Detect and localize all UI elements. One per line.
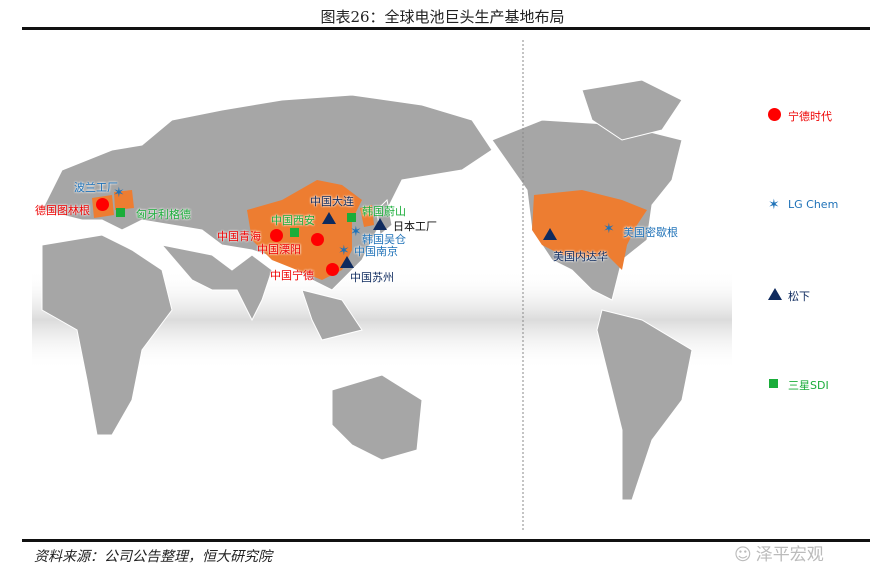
catl-liyang-marker bbox=[311, 233, 324, 246]
poland-highlight bbox=[114, 190, 134, 210]
legend-label: 三星SDI bbox=[788, 379, 829, 392]
korea-highlight bbox=[360, 205, 374, 227]
top-rule bbox=[22, 27, 870, 30]
label-ningde: 中国宁德 bbox=[270, 269, 314, 282]
legend-label: 宁德时代 bbox=[788, 110, 832, 123]
figure-title: 图表26：全球电池巨头生产基地布局 bbox=[320, 8, 565, 26]
source-note: 资料来源：公司公告整理，恒大研究院 bbox=[34, 549, 272, 565]
watermark: ☺ 泽平宏观 bbox=[730, 540, 824, 565]
lg-michigan-marker: ✶ bbox=[603, 221, 615, 237]
catl-germany-marker bbox=[96, 198, 109, 211]
panasonic-dalian-marker bbox=[322, 212, 336, 224]
label-xian: 中国西安 bbox=[271, 214, 315, 227]
bottom-rule bbox=[22, 539, 870, 542]
legend-item-samsung: 三星SDI bbox=[768, 377, 829, 393]
label-poland: 波兰工厂 bbox=[74, 181, 118, 194]
label-japan: 日本工厂 bbox=[393, 220, 437, 233]
star-icon: ✶ bbox=[768, 197, 780, 213]
label-germany: 德国图林根 bbox=[35, 204, 90, 217]
samsung-xian-marker bbox=[290, 228, 299, 237]
label-hungary: 匈牙利格德 bbox=[136, 208, 191, 221]
square-icon bbox=[769, 379, 778, 388]
label-liyang: 中国溧阳 bbox=[257, 243, 301, 256]
legend-item-panasonic: 松下 bbox=[768, 288, 810, 304]
australia bbox=[331, 374, 423, 461]
southeast-asia bbox=[301, 289, 363, 341]
samsung-ulsan-marker bbox=[347, 213, 356, 222]
world-map bbox=[32, 40, 732, 530]
greenland bbox=[581, 79, 683, 141]
lg-poland-marker: ✶ bbox=[113, 185, 125, 201]
label-nanjing: 中国南京 bbox=[354, 245, 398, 258]
samsung-hungary-marker bbox=[116, 208, 125, 217]
wechat-icon: ☺ bbox=[734, 545, 752, 565]
triangle-icon bbox=[768, 288, 782, 300]
label-dalian: 中国大连 bbox=[310, 195, 354, 208]
legend-item-catl: 宁德时代 bbox=[768, 108, 832, 124]
label-ochang: 韩国吴仓 bbox=[362, 233, 406, 246]
arabia-india bbox=[160, 244, 273, 322]
catl-qinghai-marker bbox=[270, 229, 283, 242]
label-nevada: 美国内达华 bbox=[553, 250, 608, 263]
panasonic-nevada-marker bbox=[543, 228, 557, 240]
china-highlight bbox=[247, 180, 362, 280]
watermark-text: 泽平宏观 bbox=[755, 545, 824, 565]
legend-item-lg: ✶ LG Chem bbox=[768, 197, 839, 213]
lg-nanjing-marker: ✶ bbox=[338, 243, 350, 259]
lg-ochang-marker: ✶ bbox=[350, 224, 362, 240]
label-qinghai: 中国青海 bbox=[217, 230, 261, 243]
africa bbox=[41, 234, 173, 436]
panasonic-japan-marker bbox=[373, 218, 387, 230]
panasonic-suzhou-marker bbox=[340, 256, 354, 268]
label-michigan: 美国密歇根 bbox=[623, 226, 678, 239]
catl-ningde-marker bbox=[326, 263, 339, 276]
label-ulsan: 韩国蔚山 bbox=[362, 205, 406, 218]
legend-label: 松下 bbox=[788, 290, 810, 303]
usa-highlight bbox=[532, 190, 647, 270]
south-america bbox=[596, 309, 693, 501]
circle-icon bbox=[768, 108, 781, 121]
label-suzhou: 中国苏州 bbox=[350, 271, 394, 284]
legend-label: LG Chem bbox=[788, 198, 839, 211]
